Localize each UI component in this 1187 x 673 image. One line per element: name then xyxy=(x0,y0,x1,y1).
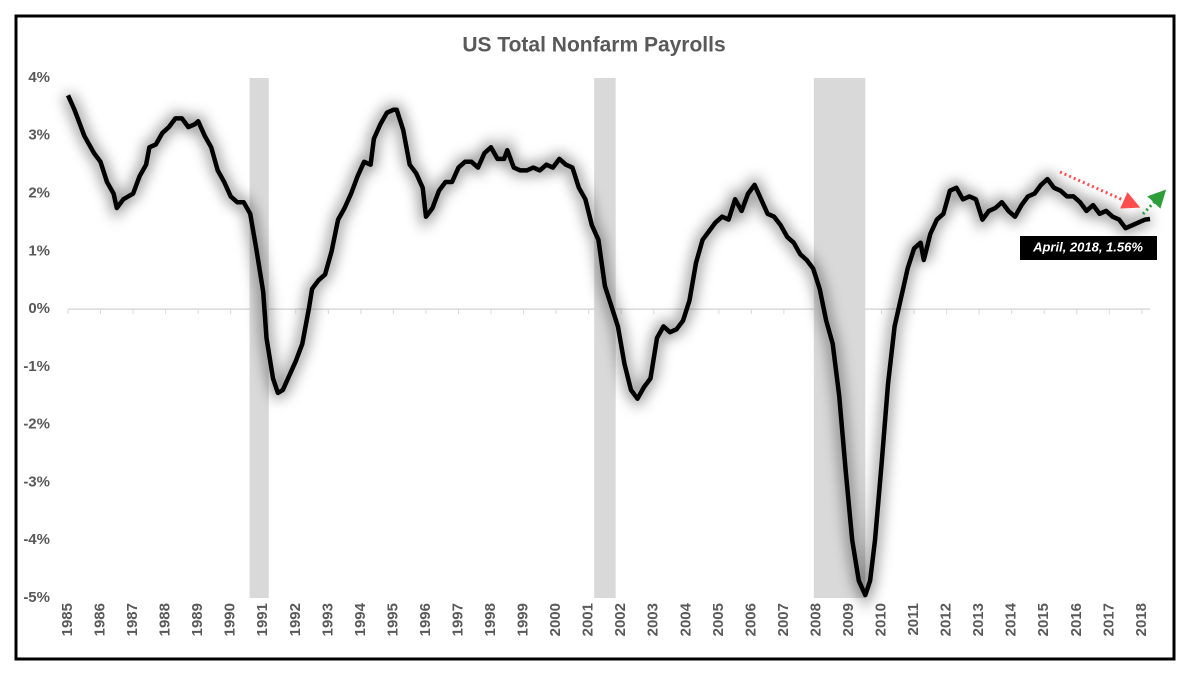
trend-arrow-down xyxy=(1059,170,1141,209)
x-tick-label: 1998 xyxy=(482,603,499,636)
y-tick-label: 3% xyxy=(28,127,50,144)
y-tick-label: -1% xyxy=(23,358,50,375)
chart-title: US Total Nonfarm Payrolls xyxy=(462,34,725,57)
x-tick-label: 1991 xyxy=(254,603,271,636)
y-tick-label: -3% xyxy=(23,473,50,490)
x-tick-label: 2018 xyxy=(1133,603,1150,636)
x-tick-label: 2015 xyxy=(1035,603,1052,636)
x-tick-label: 2010 xyxy=(873,603,890,636)
x-tick-label: 1995 xyxy=(384,603,401,636)
x-tick-label: 1990 xyxy=(222,603,239,636)
x-tick-label: 1994 xyxy=(352,602,369,636)
x-tick-label: 2004 xyxy=(677,602,694,636)
y-tick-label: 4% xyxy=(28,69,50,86)
y-tick-label: 2% xyxy=(28,185,50,202)
x-tick-label: 1992 xyxy=(287,603,304,636)
x-tick-label: 1988 xyxy=(157,603,174,636)
x-tick-label: 2017 xyxy=(1100,603,1117,636)
y-tick-label: 0% xyxy=(28,300,50,317)
x-tick-label: 1993 xyxy=(319,603,336,636)
x-tick-label: 1996 xyxy=(417,603,434,636)
x-tick-label: 2005 xyxy=(710,603,727,636)
x-tick-label: 1997 xyxy=(449,603,466,636)
recession-band xyxy=(594,78,616,598)
series-line xyxy=(65,94,1151,598)
y-tick-label: -5% xyxy=(23,589,50,606)
x-tick-label: 1999 xyxy=(515,603,532,636)
recession-band xyxy=(249,78,269,598)
y-tick-label: -4% xyxy=(23,531,50,548)
x-tick-label: 1985 xyxy=(59,603,76,636)
x-tick-label: 2002 xyxy=(612,603,629,636)
annotation: April, 2018, 1.56% xyxy=(1032,239,1143,254)
x-tick-label: 1986 xyxy=(92,603,109,636)
trend-arrow-up xyxy=(1141,189,1167,216)
x-tick-label: 2011 xyxy=(905,603,922,636)
annotation-box xyxy=(1020,236,1157,260)
x-tick-label: 2001 xyxy=(580,603,597,636)
x-tick-label: 2012 xyxy=(938,603,955,636)
x-tick-label: 2000 xyxy=(547,603,564,636)
x-tick-label: 2003 xyxy=(645,603,662,636)
x-tick-label: 2013 xyxy=(970,603,987,636)
y-tick-label: -2% xyxy=(23,416,50,433)
x-tick-label: 2006 xyxy=(742,603,759,636)
x-tick-label: 2016 xyxy=(1068,603,1085,636)
x-tick-label: 2014 xyxy=(1003,602,1020,636)
y-tick-label: 1% xyxy=(28,242,50,259)
x-tick-label: 1987 xyxy=(124,603,141,636)
x-tick-label: 2008 xyxy=(807,603,824,636)
x-tick-label: 1989 xyxy=(189,603,206,636)
x-tick-label: 2007 xyxy=(775,603,792,636)
recession-band xyxy=(813,78,866,598)
x-tick-label: 2009 xyxy=(840,603,857,636)
